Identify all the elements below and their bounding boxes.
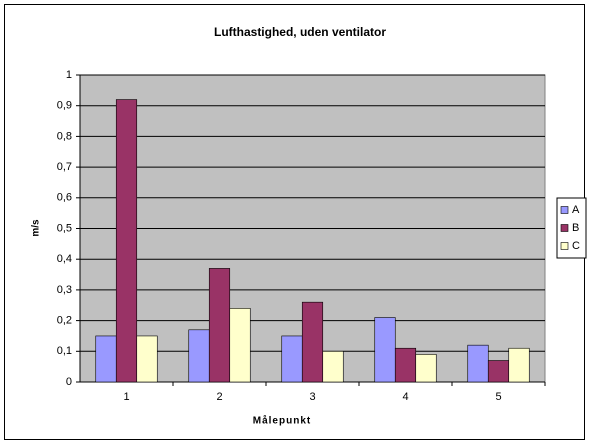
x-axis-label: Målepunkt — [253, 415, 311, 427]
y-tick-label: 0,2 — [57, 315, 72, 327]
bar — [322, 350, 344, 383]
bar — [394, 347, 417, 383]
chart-title: Lufthastighed, uden ventilator — [214, 25, 386, 39]
x-tick-label: 2 — [216, 391, 222, 403]
y-tick-label: 0,8 — [57, 130, 72, 142]
bar — [208, 268, 231, 383]
y-tick-label: 0,7 — [57, 161, 72, 173]
y-axis-label: m/s — [31, 219, 42, 237]
y-tick-label: 0,1 — [57, 345, 72, 357]
y-tick-label: 0,9 — [57, 100, 72, 112]
bar — [374, 317, 396, 383]
bar — [467, 344, 489, 383]
x-tick-label: 1 — [123, 391, 129, 403]
y-tick-label: 0,5 — [57, 222, 72, 234]
x-tick-label: 4 — [402, 391, 408, 403]
y-tick-label: 0 — [66, 376, 72, 388]
bar — [508, 347, 530, 383]
y-tick-label: 0,6 — [57, 192, 72, 204]
bar — [415, 354, 437, 383]
bar — [136, 335, 158, 383]
bar — [301, 301, 324, 383]
x-tick-label: 3 — [309, 391, 315, 403]
legend-swatch — [560, 206, 569, 214]
y-tick-label: 0,4 — [57, 253, 72, 265]
bar — [229, 308, 251, 383]
bar — [281, 335, 303, 383]
legend-swatch — [560, 224, 569, 232]
y-tick-label: 0,3 — [57, 284, 72, 296]
legend-label: C — [572, 240, 580, 252]
bar — [188, 329, 210, 383]
bar — [95, 335, 117, 383]
legend-swatch — [560, 242, 569, 250]
legend-label: A — [572, 204, 580, 216]
x-tick-label: 5 — [495, 391, 501, 403]
bar — [115, 99, 138, 383]
y-tick-label: 1 — [66, 69, 72, 81]
legend-label: B — [572, 222, 579, 234]
bar — [487, 360, 510, 383]
